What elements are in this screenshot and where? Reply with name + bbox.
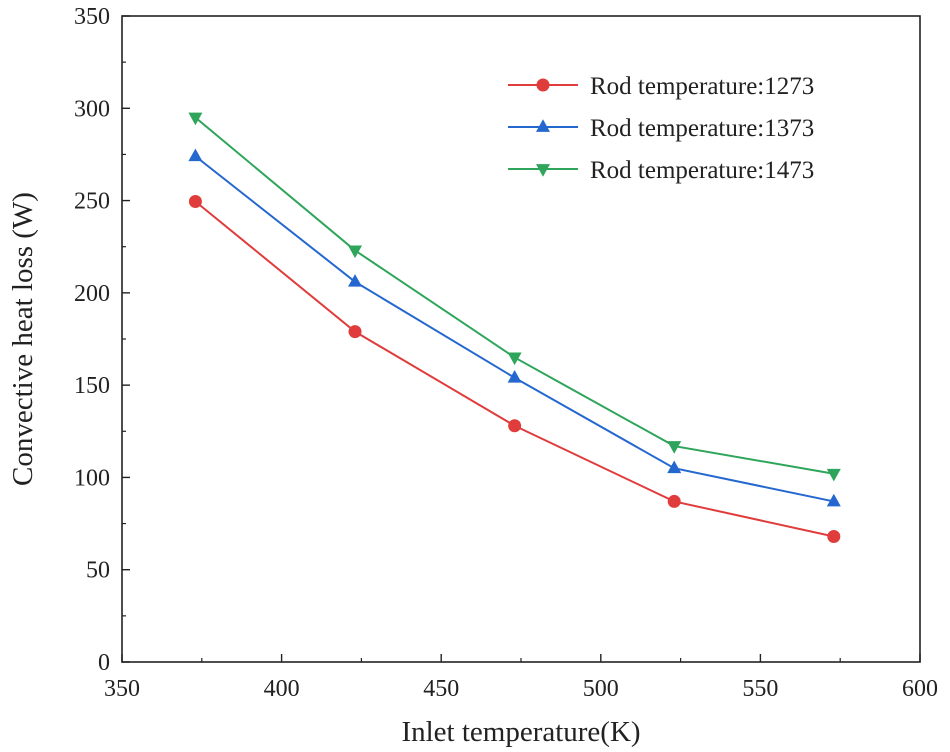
legend-entry: Rod temperature:1473: [508, 157, 814, 184]
x-tick-labels: 350 400 450 500 550 600: [104, 676, 938, 702]
series-1: [188, 194, 841, 543]
x-axis-label: Inlet temperature(K): [401, 716, 640, 748]
legend-label: Rod temperature:1373: [590, 115, 814, 142]
data-point: [348, 274, 363, 287]
data-point: [667, 494, 681, 508]
series-line: [194, 200, 835, 538]
y-axis-label: Convective heat loss (W): [7, 192, 39, 486]
y-tick-label: 100: [74, 465, 110, 491]
legend: Rod temperature:1273 Rod temperature:1373…: [508, 73, 814, 184]
data-point: [188, 194, 202, 208]
legend-label: Rod temperature:1273: [590, 73, 814, 100]
legend-marker: [536, 78, 550, 92]
y-tick-label: 150: [74, 373, 110, 399]
data-point: [826, 493, 841, 507]
legend-entry: Rod temperature:1273: [508, 73, 814, 100]
data-point: [348, 245, 363, 259]
series-line: [194, 155, 835, 503]
y-tick-label: 50: [86, 558, 110, 584]
data-point: [348, 325, 362, 339]
x-tick-label: 550: [742, 676, 778, 702]
plot-frame: [121, 15, 921, 663]
legend-marker: [536, 164, 550, 177]
series-2: [188, 148, 841, 507]
data-point: [667, 460, 682, 474]
data-point: [667, 441, 682, 454]
x-tick-label: 350: [104, 676, 140, 702]
data-point: [826, 468, 841, 482]
x-tick-label: 500: [583, 676, 619, 702]
data-point: [188, 112, 203, 126]
y-tick-label: 350: [74, 4, 110, 30]
series-layer: [188, 112, 841, 543]
y-tick-label: 0: [98, 650, 110, 676]
y-tick-label: 200: [74, 281, 110, 307]
legend-label: Rod temperature:1473: [590, 157, 814, 184]
data-point: [507, 370, 522, 383]
series-3: [188, 112, 841, 482]
x-tick-label: 600: [902, 676, 938, 702]
y-tick-label: 250: [74, 189, 110, 215]
legend-marker: [536, 119, 550, 132]
data-point: [827, 529, 841, 543]
y-tick-labels: 0 50 100 150 200 250 300 350: [74, 4, 110, 676]
data-point: [188, 148, 203, 162]
data-point: [507, 352, 522, 366]
axis-ticks: [121, 15, 921, 663]
x-tick-label: 450: [423, 676, 459, 702]
y-tick-label: 300: [74, 96, 110, 122]
data-point: [508, 419, 522, 433]
x-tick-label: 400: [264, 676, 300, 702]
legend-entry: Rod temperature:1373: [508, 115, 814, 142]
